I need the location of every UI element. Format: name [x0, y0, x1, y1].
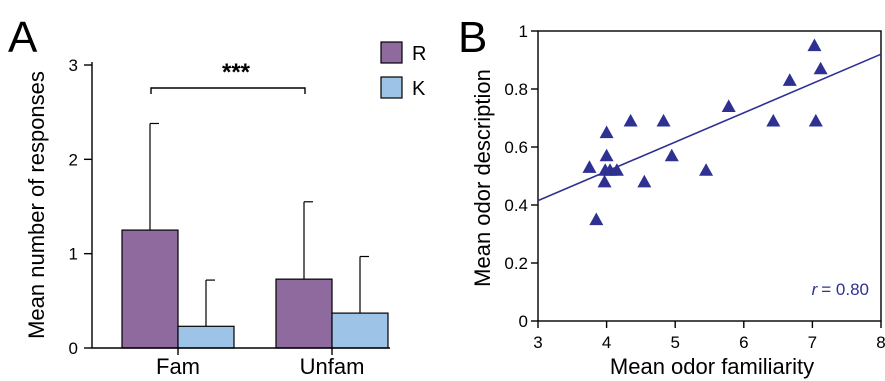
- panel-a-y-axis-title: Mean number of responses: [24, 71, 49, 339]
- panel-b-x-tick-label: 3: [533, 333, 542, 352]
- panel-a-bars: [121, 229, 389, 349]
- panel-b-fit-line: [537, 53, 882, 202]
- panel-b-y-tick-label: 0.2: [504, 254, 528, 273]
- scatter-point: [582, 160, 597, 173]
- significance-stars: ***: [222, 59, 251, 86]
- panel-b-x-axis-title: Mean odor familiarity: [610, 354, 814, 379]
- panel-b-x-tick-label: 6: [739, 333, 748, 352]
- scatter-point: [813, 61, 828, 75]
- panel-a: A Mean number of responses 0 1 2 3 Fam Unfam…: [8, 13, 426, 379]
- scatter-point: [609, 163, 624, 176]
- panel-b-plot-frame: [537, 30, 882, 322]
- panel-b: B Mean odor description Mean odor famili…: [458, 13, 885, 379]
- panel-a-y-tick-label: 1: [69, 245, 78, 264]
- scatter-point: [782, 73, 797, 86]
- panel-b-y-tick-label: 0: [519, 312, 528, 331]
- scatter-point: [597, 174, 612, 188]
- panel-a-y-tick-label: 2: [69, 150, 78, 169]
- correlation-symbol: r: [812, 280, 819, 299]
- panel-a-y-tick-label: 0: [69, 339, 78, 358]
- scatter-point: [656, 113, 671, 127]
- legend-swatch-r: [380, 41, 403, 64]
- scatter-point: [808, 113, 823, 127]
- panel-a-letter: A: [8, 13, 38, 62]
- panel-b-y-tick-label: 1: [519, 22, 528, 41]
- correlation-value: = 0.80: [821, 280, 869, 299]
- panel-b-y-axis-title: Mean odor description: [470, 69, 495, 287]
- panel-b-letter: B: [458, 13, 487, 62]
- legend-label-k: K: [412, 78, 426, 100]
- panel-a-legend: R K: [380, 41, 426, 100]
- significance-bracket: [150, 87, 306, 94]
- panel-a-error-bars: [149, 122, 369, 327]
- panel-b-axes: 3 4 5 6 7 8 0 0.2 0.4 0.6 0.8 1: [504, 22, 885, 352]
- panel-b-x-tick-label: 4: [602, 333, 611, 352]
- scatter-point: [589, 212, 604, 226]
- scatter-point: [699, 163, 714, 176]
- scatter-point: [599, 148, 614, 162]
- scatter-point: [637, 174, 652, 188]
- legend-swatch-k: [380, 76, 403, 99]
- panel-b-y-tick-label: 0.6: [504, 138, 528, 157]
- regression-line: [537, 53, 882, 202]
- panel-b-x-tick-label: 7: [808, 333, 817, 352]
- scatter-point: [599, 125, 614, 139]
- scatter-point: [721, 99, 736, 112]
- panel-b-y-tick-label: 0.4: [504, 196, 528, 215]
- category-label-fam: Fam: [156, 354, 200, 379]
- legend-label-r: R: [412, 43, 426, 65]
- scatter-point: [766, 113, 781, 127]
- panel-b-x-tick-label: 5: [670, 333, 679, 352]
- scatter-point: [623, 113, 638, 127]
- panel-b-x-tick-label: 8: [876, 333, 885, 352]
- bar-unfam-r: [275, 278, 333, 349]
- panel-a-y-tick-label: 3: [69, 56, 78, 75]
- bar-fam-r: [121, 229, 179, 349]
- category-label-unfam: Unfam: [300, 354, 365, 379]
- correlation-label: r = 0.80: [812, 280, 869, 299]
- panel-a-y-ticks: 0 1 2 3: [69, 56, 92, 358]
- panel-b-y-tick-label: 0.8: [504, 80, 528, 99]
- panel-b-points: [582, 38, 828, 226]
- bar-fam-k: [177, 325, 235, 349]
- panel-a-x-categories: Fam Unfam: [156, 348, 364, 379]
- bar-unfam-k: [331, 312, 389, 349]
- scatter-point: [664, 148, 679, 162]
- scatter-point: [807, 38, 822, 52]
